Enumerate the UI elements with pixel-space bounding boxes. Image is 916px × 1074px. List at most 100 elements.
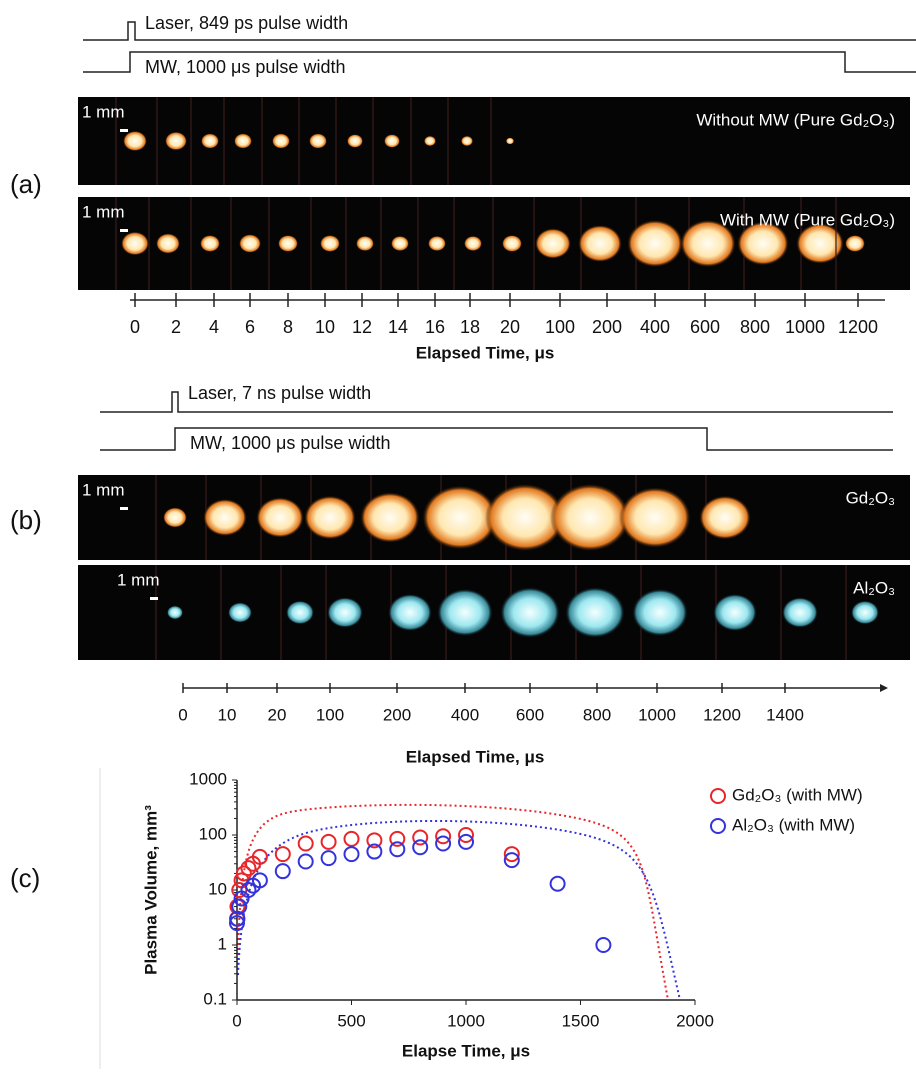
plasma: [464, 235, 482, 252]
panel-label: (c): [10, 863, 40, 893]
data-point: [503, 852, 520, 869]
scale-label: 1 mm: [117, 570, 160, 589]
plasma: [200, 235, 220, 252]
plasma: [737, 221, 789, 266]
scale-bar: [120, 229, 128, 232]
tick-label: 400: [451, 705, 479, 724]
data-point: [458, 833, 474, 850]
plasma: [461, 135, 473, 147]
plasma: [796, 223, 844, 264]
data-point: [240, 860, 257, 877]
tick-label: 2: [171, 317, 181, 337]
data-point: [412, 829, 429, 846]
data-point: [235, 865, 252, 882]
scale-label: 1 mm: [82, 102, 125, 121]
tick-label: 6: [245, 317, 255, 337]
plasma: [500, 587, 560, 638]
plasma: [437, 588, 493, 637]
frame-edge: [780, 565, 782, 660]
x-tick-label: 1500: [562, 1011, 600, 1030]
frame-edge: [261, 97, 263, 185]
fit-curve: [237, 819, 681, 1001]
data-point: [240, 882, 257, 898]
data-point: [343, 830, 360, 847]
plasma: [256, 497, 304, 538]
plasma: [502, 235, 522, 252]
data-point: [503, 846, 520, 863]
plasma: [304, 495, 356, 540]
tick-label: 4: [209, 317, 219, 337]
plasma: [550, 483, 630, 552]
frame-edge: [268, 197, 270, 290]
frame-edge: [335, 97, 337, 185]
mw-trace: [83, 51, 916, 73]
plasma: [123, 130, 147, 152]
x-axis-label: Elapse Time, μs: [402, 1041, 530, 1060]
row-title: Al₂O₃: [853, 578, 895, 597]
frame-edge: [447, 97, 449, 185]
frame-edge: [380, 197, 382, 290]
frame-edge: [190, 97, 192, 185]
plasma: [286, 600, 314, 625]
plasma: [845, 235, 865, 252]
y-axis-label: Plasma Volume, mm³: [141, 805, 160, 975]
plasma: [234, 133, 252, 149]
row-title: With MW (Pure Gd₂O₃): [720, 210, 895, 229]
frame-edge: [345, 197, 347, 290]
data-point: [274, 846, 291, 863]
tick-label: 16: [425, 317, 445, 337]
data-point: [366, 832, 383, 849]
data-point: [231, 898, 248, 915]
plasma: [239, 234, 261, 253]
data-point: [389, 841, 406, 858]
scale-bar: [120, 507, 128, 510]
frame-edge: [220, 565, 222, 660]
data-point: [251, 848, 268, 865]
plasma: [680, 219, 736, 268]
data-point: [297, 835, 314, 852]
laser-label: Laser, 7 ns pulse width: [188, 383, 371, 403]
plasma: [627, 219, 683, 268]
plasma: [424, 135, 436, 147]
frame-edge: [148, 197, 150, 290]
tick-label: 8: [283, 317, 293, 337]
frame-edge: [230, 197, 232, 290]
data-point: [297, 853, 314, 870]
plasma: [327, 597, 363, 628]
tick-label: 20: [268, 705, 287, 724]
legend-label: Al₂O₃ (with MW): [732, 815, 855, 834]
frame-edge: [410, 97, 412, 185]
plasma: [347, 134, 363, 148]
legend-marker: [710, 788, 726, 804]
tick-label: 1200: [703, 705, 741, 724]
tick-label: 10: [218, 705, 237, 724]
data-point: [435, 835, 452, 852]
data-point: [320, 833, 337, 850]
tick-label: 200: [592, 317, 622, 337]
scale-label: 1 mm: [82, 202, 125, 221]
tick-label: 10: [315, 317, 335, 337]
scale-bar: [120, 129, 128, 132]
y-tick-label: 1: [218, 934, 227, 953]
data-point: [274, 863, 291, 880]
plasma: [388, 593, 432, 632]
panel-label: (b): [10, 505, 42, 535]
plasma: [278, 235, 298, 252]
plasma: [309, 133, 327, 149]
data-point: [595, 937, 612, 953]
frame-edge: [115, 97, 117, 185]
plasma: [578, 224, 622, 263]
legend-marker: [710, 818, 726, 834]
scale-bar: [150, 597, 158, 600]
frame-edge: [156, 97, 158, 185]
tick-label: 12: [352, 317, 372, 337]
data-point: [412, 839, 429, 856]
frame-edge: [190, 197, 192, 290]
mw-trace: [100, 427, 893, 451]
plasma: [535, 228, 571, 259]
laser-trace: [83, 21, 916, 41]
plasma: [428, 235, 446, 252]
frame-edge: [845, 565, 847, 660]
frame-edge: [417, 197, 419, 290]
